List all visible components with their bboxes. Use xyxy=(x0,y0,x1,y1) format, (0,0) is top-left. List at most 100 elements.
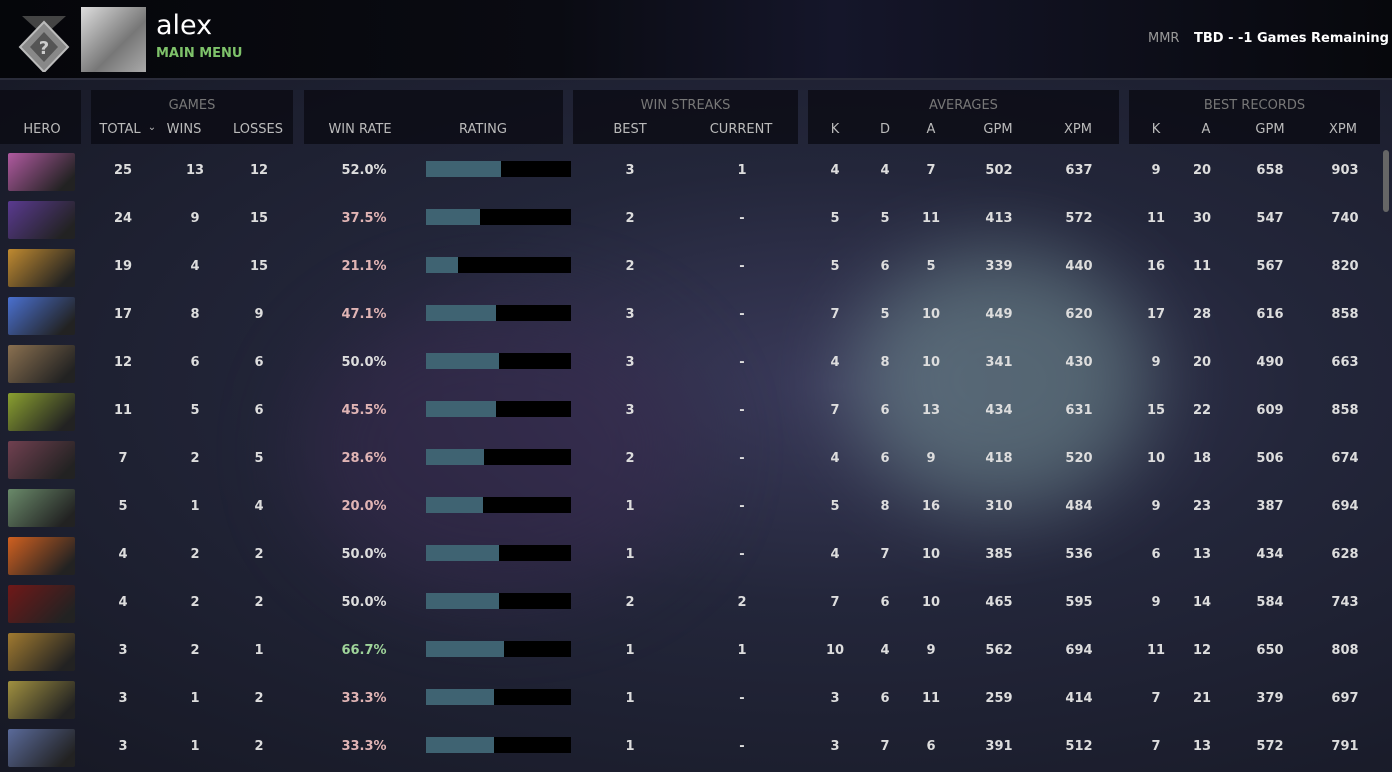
cell-wins: 1 xyxy=(190,499,200,514)
cell-bxpm: 808 xyxy=(1331,643,1359,658)
cell-a: 6 xyxy=(926,739,936,754)
table-row[interactable]: 12 6 6 50.0% 3 - 4 8 10 341 430 9 20 490 663 xyxy=(0,340,1380,388)
cell-wins: 2 xyxy=(190,643,200,658)
cell-k: 3 xyxy=(830,691,840,706)
hero-portrait[interactable] xyxy=(8,201,75,239)
hero-portrait[interactable] xyxy=(8,345,75,383)
cell-a: 11 xyxy=(921,691,941,706)
cell-xpm: 520 xyxy=(1065,451,1093,466)
col-win-rate[interactable]: WIN RATE xyxy=(328,122,392,137)
hero-portrait[interactable] xyxy=(8,633,75,671)
col-avg-k[interactable]: K xyxy=(830,122,840,137)
scrollbar[interactable] xyxy=(1383,150,1389,212)
cell-current: - xyxy=(739,211,745,226)
mmr-label: MMR xyxy=(1148,31,1180,46)
table-row[interactable]: 4 2 2 50.0% 2 2 7 6 10 465 595 9 14 584 743 xyxy=(0,580,1380,628)
cell-win-rate: 50.0% xyxy=(341,355,387,370)
cell-losses: 5 xyxy=(254,451,264,466)
cell-bxpm: 743 xyxy=(1331,595,1359,610)
hero-portrait[interactable] xyxy=(8,729,75,767)
table-row[interactable]: 3 2 1 66.7% 1 1 10 4 9 562 694 11 12 650 808 xyxy=(0,628,1380,676)
col-losses[interactable]: LOSSES xyxy=(233,122,283,137)
main-menu-link[interactable]: MAIN MENU xyxy=(156,46,243,61)
cell-bgpm: 490 xyxy=(1256,355,1284,370)
table-row[interactable]: 3 1 2 33.3% 1 - 3 6 11 259 414 7 21 379 697 xyxy=(0,676,1380,724)
cell-a: 11 xyxy=(921,211,941,226)
col-rating[interactable]: RATING xyxy=(459,122,507,137)
cell-bk: 7 xyxy=(1151,691,1161,706)
cell-bk: 16 xyxy=(1146,259,1166,274)
cell-total: 3 xyxy=(118,643,128,658)
cell-gpm: 413 xyxy=(985,211,1013,226)
table-row[interactable]: 24 9 15 37.5% 2 - 5 5 11 413 572 11 30 547 740 xyxy=(0,196,1380,244)
rating-bar-fill xyxy=(426,209,480,225)
col-best-streak[interactable]: BEST xyxy=(613,122,647,137)
col-avg-d[interactable]: D xyxy=(879,122,891,137)
averages-header-group xyxy=(808,90,1119,144)
cell-bgpm: 658 xyxy=(1256,163,1284,178)
hero-portrait[interactable] xyxy=(8,441,75,479)
cell-total: 5 xyxy=(118,499,128,514)
sort-chevron-down-icon[interactable]: ⌄ xyxy=(147,122,157,133)
cell-win-rate: 20.0% xyxy=(341,499,387,514)
cell-a: 13 xyxy=(921,403,941,418)
col-total[interactable]: TOTAL xyxy=(99,122,141,137)
hero-portrait[interactable] xyxy=(8,297,75,335)
hero-portrait[interactable] xyxy=(8,249,75,287)
col-current-streak[interactable]: CURRENT xyxy=(709,122,773,137)
mmr-value: TBD - -1 Games Remaining xyxy=(1194,31,1389,46)
cell-win-rate: 37.5% xyxy=(341,211,387,226)
cell-wins: 9 xyxy=(190,211,200,226)
hero-portrait[interactable] xyxy=(8,585,75,623)
cell-best: 1 xyxy=(625,547,635,562)
cell-k: 3 xyxy=(830,739,840,754)
cell-wins: 5 xyxy=(190,403,200,418)
cell-ba: 21 xyxy=(1192,691,1212,706)
cell-current: 1 xyxy=(737,643,747,658)
group-title-averages: AVERAGES xyxy=(929,98,998,113)
table-row[interactable]: 5 1 4 20.0% 1 - 5 8 16 310 484 9 23 387 694 xyxy=(0,484,1380,532)
col-best-xpm[interactable]: XPM xyxy=(1329,122,1357,137)
col-avg-xpm[interactable]: XPM xyxy=(1064,122,1092,137)
hero-portrait[interactable] xyxy=(8,489,75,527)
rating-bar-fill xyxy=(426,737,495,753)
col-avg-gpm[interactable]: GPM xyxy=(983,122,1013,137)
cell-wins: 13 xyxy=(185,163,205,178)
hero-portrait[interactable] xyxy=(8,681,75,719)
group-title-win-streaks: WIN STREAKS xyxy=(640,98,731,113)
profile-header: ? alex MAIN MENU MMR TBD - -1 Games Rema… xyxy=(0,0,1392,80)
cell-total: 3 xyxy=(118,739,128,754)
rating-bar xyxy=(426,305,571,321)
cell-ba: 13 xyxy=(1192,547,1212,562)
col-hero[interactable]: HERO xyxy=(23,122,61,137)
hero-portrait[interactable] xyxy=(8,153,75,191)
cell-losses: 4 xyxy=(254,499,264,514)
col-wins[interactable]: WINS xyxy=(166,122,202,137)
col-avg-a[interactable]: A xyxy=(926,122,936,137)
table-row[interactable]: 7 2 5 28.6% 2 - 4 6 9 418 520 10 18 506 674 xyxy=(0,436,1380,484)
col-best-k[interactable]: K xyxy=(1151,122,1161,137)
cell-best: 3 xyxy=(625,163,635,178)
cell-a: 16 xyxy=(921,499,941,514)
rating-bar-fill xyxy=(426,689,495,705)
hero-portrait[interactable] xyxy=(8,537,75,575)
cell-bk: 9 xyxy=(1151,355,1161,370)
cell-current: - xyxy=(739,307,745,322)
table-row[interactable]: 3 1 2 33.3% 1 - 3 7 6 391 512 7 13 572 791 xyxy=(0,724,1380,772)
avatar[interactable] xyxy=(81,7,146,72)
col-best-gpm[interactable]: GPM xyxy=(1255,122,1285,137)
cell-d: 6 xyxy=(880,691,890,706)
table-row[interactable]: 17 8 9 47.1% 3 - 7 5 10 449 620 17 28 616 858 xyxy=(0,292,1380,340)
col-best-a[interactable]: A xyxy=(1201,122,1211,137)
table-row[interactable]: 4 2 2 50.0% 1 - 4 7 10 385 536 6 13 434 628 xyxy=(0,532,1380,580)
cell-xpm: 414 xyxy=(1065,691,1093,706)
hero-portrait[interactable] xyxy=(8,393,75,431)
cell-d: 7 xyxy=(880,739,890,754)
table-row[interactable]: 11 5 6 45.5% 3 - 7 6 13 434 631 15 22 609 858 xyxy=(0,388,1380,436)
cell-total: 24 xyxy=(113,211,133,226)
table-row[interactable]: 25 13 12 52.0% 3 1 4 4 7 502 637 9 20 658 903 xyxy=(0,148,1380,196)
cell-xpm: 512 xyxy=(1065,739,1093,754)
cell-k: 10 xyxy=(825,643,845,658)
cell-bxpm: 663 xyxy=(1331,355,1359,370)
table-row[interactable]: 19 4 15 21.1% 2 - 5 6 5 339 440 16 11 567 820 xyxy=(0,244,1380,292)
